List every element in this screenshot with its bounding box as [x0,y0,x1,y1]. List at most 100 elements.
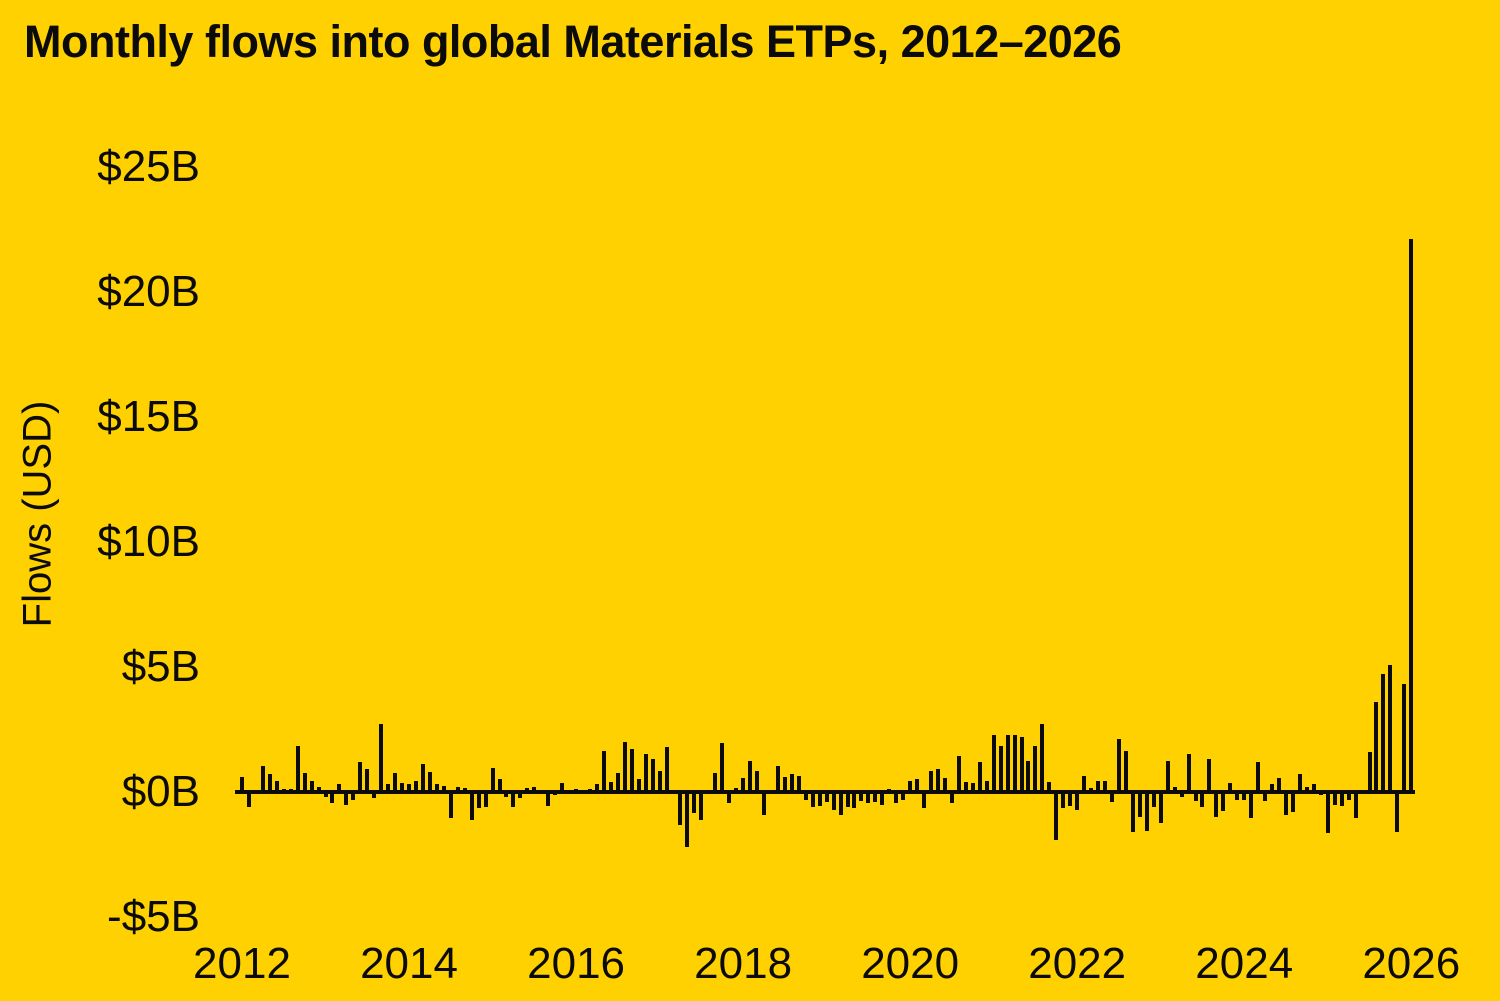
bar-2024-11 [1312,784,1316,792]
bar-2025-11 [1395,792,1399,832]
bar-2013-04 [344,792,348,805]
x-tick-2024: 2024 [1195,939,1294,988]
bar-2023-11 [1228,783,1232,792]
bar-2020-09 [964,782,968,792]
bar-2023-03 [1173,787,1177,792]
bar-2019-05 [852,792,856,808]
bar-2012-09 [296,746,300,792]
x-axis-baseline [235,790,1415,794]
bar-2025-05 [1354,792,1358,818]
bar-2012-02 [247,792,251,807]
bar-2014-05 [435,784,439,792]
bar-2019-02 [832,792,836,810]
bar-2022-11 [1145,792,1149,831]
bar-2020-04 [929,771,933,792]
bar-2013-01 [324,792,328,797]
bar-2024-04 [1263,792,1267,801]
bar-2016-04 [595,784,599,792]
x-tick-2018: 2018 [694,939,793,988]
y-tick-5: $5B [121,642,200,691]
bar-2025-09 [1381,674,1385,792]
bar-2024-08 [1291,792,1295,812]
bar-2012-12 [317,787,321,792]
bar-2013-10 [386,784,390,792]
bar-2022-08 [1124,751,1128,792]
bar-2020-12 [985,781,989,792]
bar-2021-09 [1047,782,1051,792]
bar-2020-10 [971,783,975,792]
x-tick-2026: 2026 [1362,939,1461,988]
bar-2025-12 [1402,684,1406,792]
bar-2014-02 [414,781,418,792]
bar-2019-12 [901,792,905,800]
bar-2018-04 [762,792,766,815]
bar-2016-11 [644,754,648,792]
bar-2025-07 [1368,752,1372,792]
bar-2016-07 [616,773,620,792]
bar-2018-07 [783,777,787,792]
bar-2020-06 [943,778,947,792]
bar-2015-02 [498,779,502,792]
bar-2026-01 [1409,239,1413,792]
bar-2025-10 [1388,665,1392,792]
bar-2021-10 [1054,792,1058,840]
bar-2013-09 [379,724,383,792]
bar-2020-01 [908,781,912,792]
bar-2020-07 [950,792,954,803]
bar-2018-12 [818,792,822,806]
bar-2019-03 [839,792,843,815]
bar-2024-01 [1242,792,1246,800]
bar-2013-12 [400,783,404,792]
bar-2025-01 [1326,792,1330,833]
bar-2019-07 [866,792,870,803]
x-tick-2012: 2012 [193,939,291,988]
bar-2013-07 [365,769,369,792]
bar-2023-04 [1180,792,1184,797]
bar-2023-05 [1187,754,1191,792]
bar-2021-01 [992,735,996,792]
bar-2017-09 [713,773,717,792]
bar-2013-02 [330,792,334,803]
bar-2012-01 [240,777,244,792]
bar-2014-03 [421,764,425,792]
x-tick-2022: 2022 [1028,939,1127,988]
bar-2017-06 [692,792,696,813]
bar-2020-03 [922,792,926,808]
y-tick-15: $15B [97,392,200,441]
bar-2023-02 [1166,761,1170,792]
bar-2018-03 [755,771,759,792]
bar-2020-02 [915,779,919,792]
bar-2016-12 [651,759,655,792]
bar-2018-10 [804,792,808,800]
bar-2014-01 [407,784,411,792]
bar-2023-12 [1235,792,1239,800]
bar-2022-04 [1096,781,1100,792]
bar-2014-07 [449,792,453,818]
bar-2016-08 [623,742,627,792]
x-tick-2016: 2016 [527,939,626,988]
bar-2017-04 [678,792,682,825]
bar-2023-07 [1200,792,1204,807]
bar-2015-05 [518,792,522,798]
bar-2021-05 [1020,737,1024,792]
bar-2018-06 [776,766,780,792]
bar-2017-11 [727,792,731,803]
bar-2024-05 [1270,784,1274,792]
bar-2017-02 [665,747,669,792]
bar-2015-01 [491,768,495,792]
bar-2021-07 [1033,746,1037,792]
bar-2014-11 [477,792,481,808]
bar-2023-10 [1221,792,1225,811]
bar-2017-10 [720,743,724,792]
bar-2022-05 [1103,781,1107,792]
bar-2018-08 [790,774,794,792]
bar-2013-08 [372,792,376,798]
bar-2014-06 [442,786,446,792]
bar-2013-06 [358,762,362,792]
bar-2015-03 [504,792,508,797]
bar-2013-05 [351,792,355,800]
bar-2012-10 [303,773,307,792]
y-tick-20: $20B [97,267,200,316]
bar-2016-06 [609,782,613,792]
